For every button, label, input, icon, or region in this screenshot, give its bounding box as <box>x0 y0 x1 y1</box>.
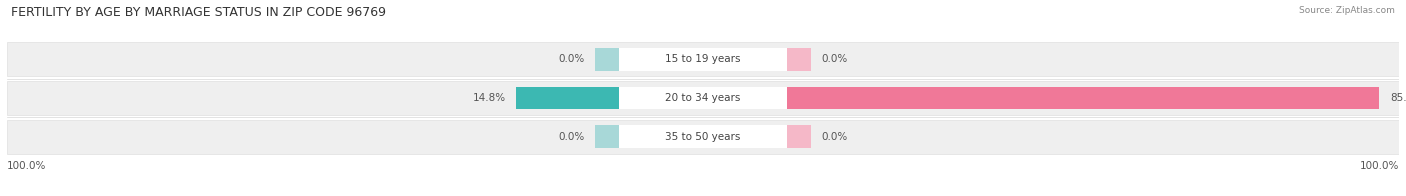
Bar <box>595 125 620 148</box>
Text: 0.0%: 0.0% <box>558 54 585 64</box>
Text: 0.0%: 0.0% <box>821 132 848 142</box>
Bar <box>7 81 1399 115</box>
Text: 85.2%: 85.2% <box>1391 93 1406 103</box>
Text: 35 to 50 years: 35 to 50 years <box>665 132 741 142</box>
Bar <box>516 87 620 109</box>
Text: 0.0%: 0.0% <box>821 54 848 64</box>
Text: 100.0%: 100.0% <box>1360 161 1399 171</box>
Text: 14.8%: 14.8% <box>472 93 506 103</box>
Bar <box>786 125 811 148</box>
Bar <box>7 42 1399 76</box>
Bar <box>620 125 786 148</box>
Bar <box>786 48 811 71</box>
Text: 0.0%: 0.0% <box>558 132 585 142</box>
Bar <box>786 87 1379 109</box>
Bar <box>620 48 786 71</box>
Bar <box>7 120 1399 154</box>
Bar <box>620 87 786 109</box>
Text: 20 to 34 years: 20 to 34 years <box>665 93 741 103</box>
Text: FERTILITY BY AGE BY MARRIAGE STATUS IN ZIP CODE 96769: FERTILITY BY AGE BY MARRIAGE STATUS IN Z… <box>11 6 387 19</box>
Text: 100.0%: 100.0% <box>7 161 46 171</box>
Bar <box>595 48 620 71</box>
Text: 15 to 19 years: 15 to 19 years <box>665 54 741 64</box>
Text: Source: ZipAtlas.com: Source: ZipAtlas.com <box>1299 6 1395 15</box>
